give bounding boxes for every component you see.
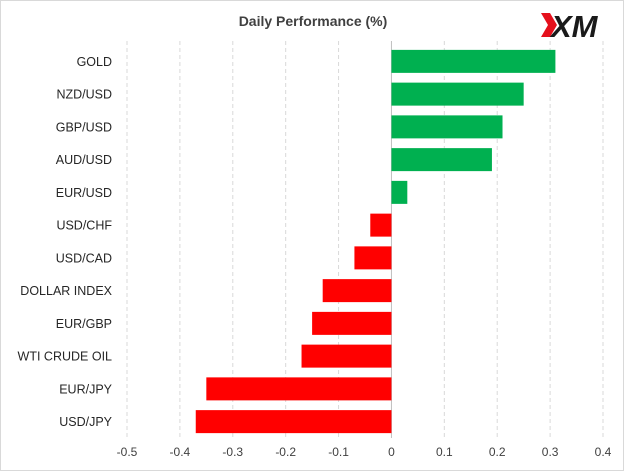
x-tick-label: -0.3 <box>222 445 243 459</box>
bar-gbp-usd <box>391 115 503 139</box>
bar-wti-crude-oil <box>301 344 392 368</box>
chart-title: Daily Performance (%) <box>239 13 388 29</box>
bar-eur-jpy <box>206 377 392 401</box>
category-label: EUR/JPY <box>59 382 112 396</box>
x-tick-label: -0.1 <box>328 445 349 459</box>
category-label: USD/CAD <box>56 251 112 265</box>
x-tick-label: -0.2 <box>275 445 296 459</box>
logo-text: XM <box>549 9 599 44</box>
x-tick-label: 0.2 <box>489 445 506 459</box>
x-tick-labels: -0.5 -0.4 -0.3 -0.2 -0.1 0 0.1 0.2 0.3 0.4 <box>117 445 612 459</box>
bar-eur-usd <box>391 180 408 204</box>
category-label: USD/JPY <box>59 415 112 429</box>
bars <box>195 49 556 434</box>
category-label: DOLLAR INDEX <box>20 284 112 298</box>
category-label: EUR/USD <box>56 186 112 200</box>
bar-eur-gbp <box>312 311 392 335</box>
category-label: EUR/GBP <box>56 317 112 331</box>
category-label: GOLD <box>77 55 112 69</box>
x-tick-label: -0.5 <box>117 445 138 459</box>
bar-usd-cad <box>354 246 392 270</box>
bar-nzd-usd <box>391 82 524 106</box>
bar-gold <box>391 49 556 73</box>
logo-accent-mark <box>541 13 557 37</box>
bar-usd-chf <box>370 213 392 237</box>
x-tick-label: 0.1 <box>436 445 453 459</box>
xm-logo: XM <box>541 9 599 44</box>
category-label: WTI CRUDE OIL <box>18 350 112 364</box>
x-tick-label: 0 <box>388 445 395 459</box>
x-tick-label: -0.4 <box>170 445 191 459</box>
bar-usd-jpy <box>195 410 392 434</box>
x-tick-label: 0.4 <box>595 445 612 459</box>
x-tick-label: 0.3 <box>542 445 559 459</box>
category-label: NZD/USD <box>56 88 112 102</box>
bar-aud-usd <box>391 148 492 172</box>
category-label: USD/CHF <box>56 219 112 233</box>
category-labels: GOLD NZD/USD GBP/USD AUD/USD EUR/USD USD/CHF U… <box>18 55 113 429</box>
grid-lines <box>126 41 604 438</box>
category-label: AUD/USD <box>56 153 112 167</box>
bar-dollar-index <box>322 279 392 303</box>
category-label: GBP/USD <box>56 120 112 134</box>
